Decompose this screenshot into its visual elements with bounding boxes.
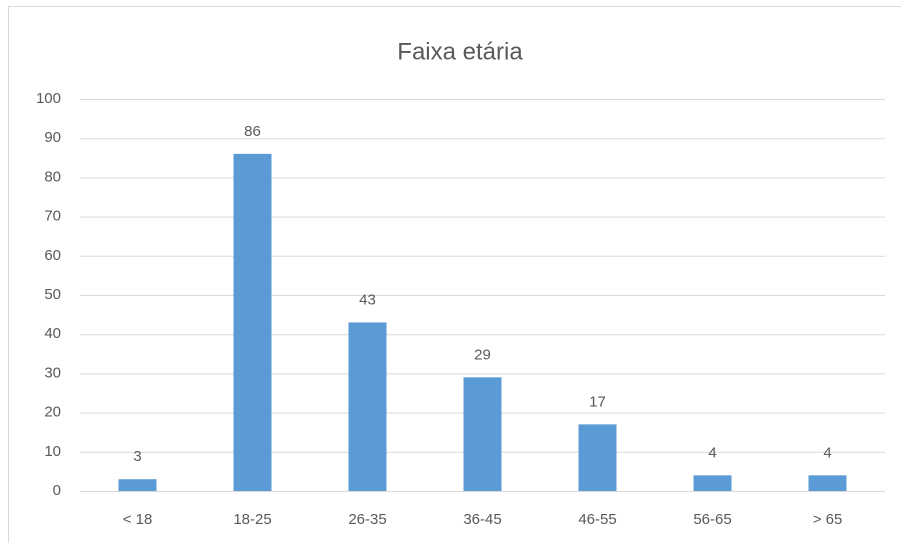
x-tick-label: 18-25 — [233, 511, 271, 528]
y-tick-label: 90 — [44, 129, 61, 146]
bar — [348, 322, 387, 491]
x-tick-label: > 65 — [813, 511, 843, 528]
bar — [693, 475, 732, 491]
data-label: 17 — [589, 393, 606, 410]
y-tick-label: 0 — [53, 482, 61, 499]
bar — [233, 153, 272, 491]
y-tick-label: 60 — [44, 247, 61, 264]
y-tick-label: 100 — [36, 90, 61, 107]
x-tick-label: 56-65 — [693, 511, 731, 528]
y-tick-label: 20 — [44, 404, 61, 421]
data-label: 4 — [823, 444, 831, 461]
data-label: 4 — [708, 444, 716, 461]
x-tick-label: 36-45 — [463, 511, 501, 528]
data-label: 29 — [474, 346, 491, 363]
y-tick-label: 40 — [44, 325, 61, 342]
bar — [118, 479, 157, 491]
chart-title: Faixa etária — [397, 38, 523, 65]
y-tick-label: 70 — [44, 208, 61, 225]
bar — [808, 475, 847, 491]
x-tick-label: 26-35 — [348, 511, 386, 528]
x-tick-label: 46-55 — [578, 511, 616, 528]
y-tick-label: 50 — [44, 286, 61, 303]
x-tick-label: < 18 — [123, 511, 153, 528]
data-label: 3 — [133, 448, 141, 465]
chart-border — [8, 6, 901, 543]
y-tick-label: 80 — [44, 168, 61, 185]
bar — [463, 377, 502, 491]
bar — [578, 424, 617, 491]
data-label: 86 — [244, 123, 261, 140]
y-tick-label: 10 — [44, 443, 61, 460]
data-label: 43 — [359, 291, 376, 308]
y-tick-label: 30 — [44, 364, 61, 381]
